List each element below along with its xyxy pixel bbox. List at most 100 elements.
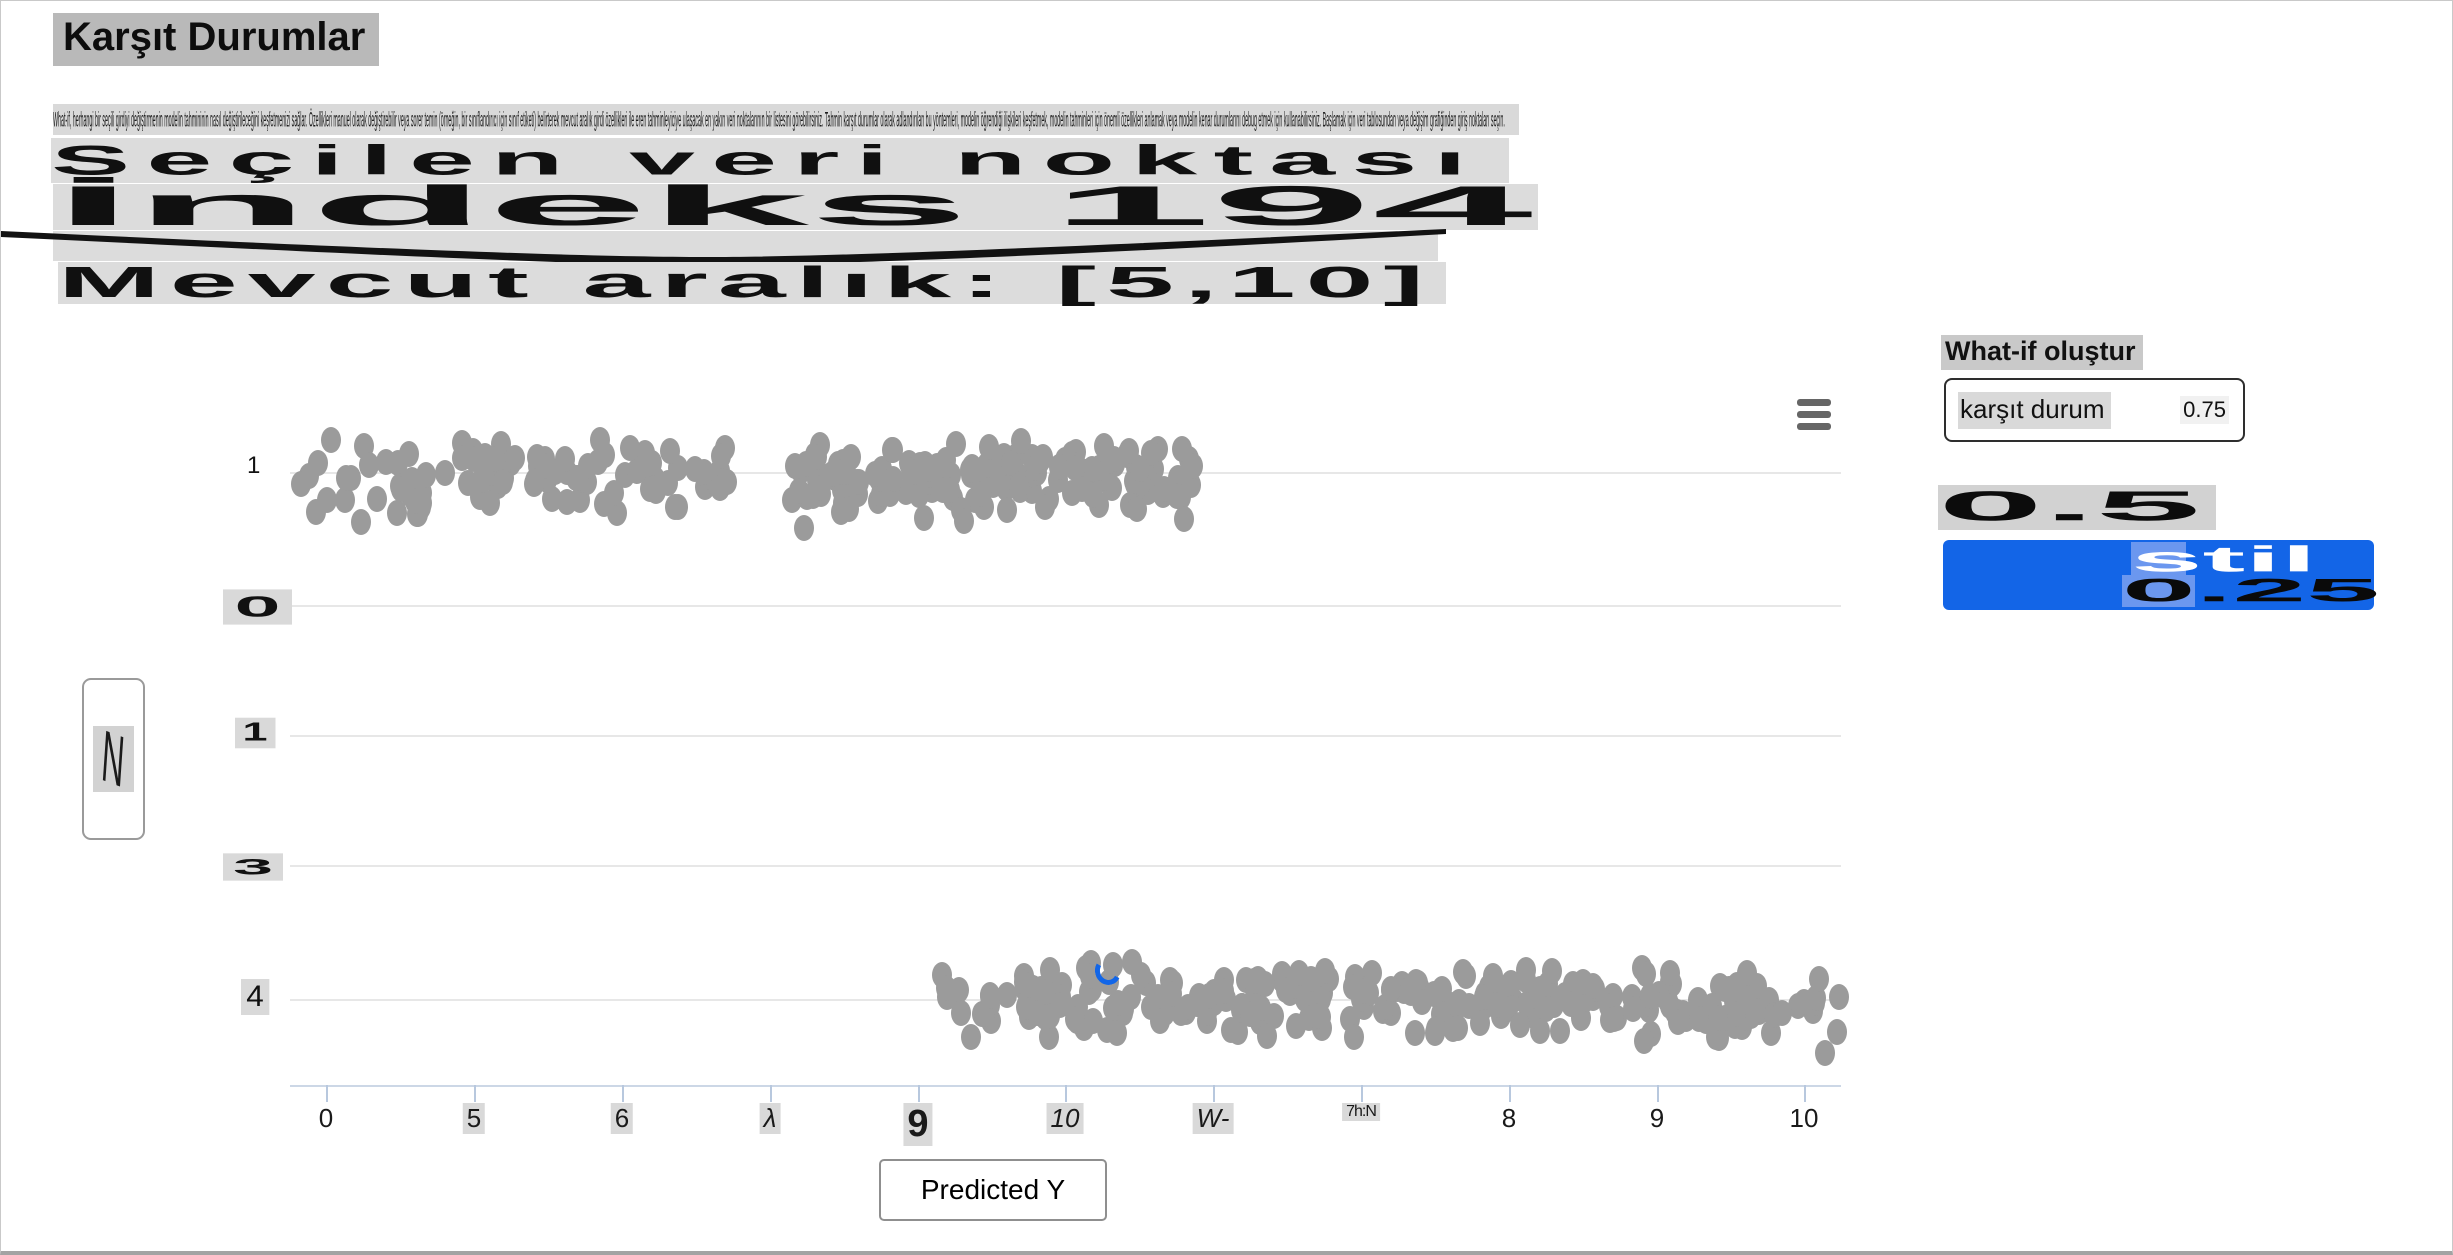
data-point[interactable] xyxy=(1107,990,1128,1017)
data-point[interactable] xyxy=(1010,428,1031,455)
data-point[interactable] xyxy=(1453,958,1474,985)
data-point[interactable] xyxy=(1081,455,1102,482)
data-point[interactable] xyxy=(1352,977,1373,1004)
data-point[interactable] xyxy=(1040,1003,1061,1030)
data-point[interactable] xyxy=(1182,452,1203,479)
data-point[interactable] xyxy=(1256,1023,1277,1050)
data-point[interactable] xyxy=(1529,1017,1550,1044)
data-point[interactable] xyxy=(1639,982,1660,1009)
counterfactual-feature-input[interactable]: karşıt durum 0.75 xyxy=(1944,378,2245,442)
data-point[interactable] xyxy=(366,485,387,512)
predicted-y-axis-button[interactable]: Predicted Y xyxy=(879,1159,1107,1221)
data-point[interactable] xyxy=(1315,958,1336,985)
data-point[interactable] xyxy=(1122,949,1143,976)
data-point[interactable] xyxy=(951,999,972,1026)
data-point[interactable] xyxy=(1667,1008,1688,1035)
data-point[interactable] xyxy=(1406,969,1427,996)
data-point[interactable] xyxy=(1166,482,1187,509)
data-point[interactable] xyxy=(1500,969,1521,996)
data-point[interactable] xyxy=(961,1023,982,1050)
data-point[interactable] xyxy=(1127,495,1148,522)
data-point[interactable] xyxy=(1530,976,1551,1003)
data-point[interactable] xyxy=(1107,1020,1128,1047)
data-point[interactable] xyxy=(658,470,678,497)
data-point[interactable] xyxy=(386,500,407,527)
data-point[interactable] xyxy=(1815,1040,1835,1066)
data-point[interactable] xyxy=(1469,1010,1490,1037)
data-point[interactable] xyxy=(404,487,425,514)
data-point[interactable] xyxy=(1244,968,1265,995)
data-point[interactable] xyxy=(1000,450,1021,477)
data-point[interactable] xyxy=(1809,966,1829,992)
data-point[interactable] xyxy=(1405,1020,1426,1047)
data-point[interactable] xyxy=(1221,1017,1242,1044)
data-point[interactable] xyxy=(1079,962,1100,989)
data-point[interactable] xyxy=(1623,996,1644,1023)
data-point[interactable] xyxy=(1600,1007,1621,1034)
data-point[interactable] xyxy=(1306,1003,1327,1030)
data-point[interactable] xyxy=(864,460,885,487)
data-point[interactable] xyxy=(1016,994,1037,1021)
data-point[interactable] xyxy=(1162,980,1183,1007)
data-point[interactable] xyxy=(660,438,681,465)
data-point[interactable] xyxy=(1118,437,1139,464)
data-point[interactable] xyxy=(830,458,851,485)
data-point[interactable] xyxy=(716,469,737,496)
data-point[interactable] xyxy=(1064,1006,1085,1033)
data-point[interactable] xyxy=(913,504,934,531)
data-point[interactable] xyxy=(1064,455,1085,482)
data-point[interactable] xyxy=(1771,1000,1792,1027)
data-point[interactable] xyxy=(789,477,810,504)
data-point[interactable] xyxy=(710,443,731,470)
data-point[interactable] xyxy=(642,450,663,477)
data-point[interactable] xyxy=(838,495,859,522)
data-point[interactable] xyxy=(358,452,379,479)
data-point[interactable] xyxy=(587,448,608,475)
data-point[interactable] xyxy=(483,445,504,472)
data-point[interactable] xyxy=(1442,1016,1463,1043)
data-point[interactable] xyxy=(1082,482,1103,509)
data-point[interactable] xyxy=(978,434,999,461)
data-point[interactable] xyxy=(479,490,500,517)
data-point[interactable] xyxy=(1794,989,1815,1016)
data-point[interactable] xyxy=(619,434,640,461)
data-point[interactable] xyxy=(335,486,356,513)
data-point[interactable] xyxy=(557,489,578,516)
data-point[interactable] xyxy=(320,426,341,453)
data-point[interactable] xyxy=(1213,977,1234,1004)
data-point[interactable] xyxy=(1633,1028,1654,1055)
data-point[interactable] xyxy=(626,458,647,485)
data-point[interactable] xyxy=(1380,975,1401,1002)
data-point[interactable] xyxy=(1549,1018,1570,1045)
data-point[interactable] xyxy=(544,458,565,485)
data-point[interactable] xyxy=(589,426,610,453)
data-point[interactable] xyxy=(317,487,338,514)
data-point[interactable] xyxy=(954,507,975,534)
data-point[interactable] xyxy=(1636,960,1657,987)
data-point[interactable] xyxy=(594,491,615,518)
data-point[interactable] xyxy=(1688,1005,1709,1032)
data-point[interactable] xyxy=(1250,994,1271,1021)
data-point[interactable] xyxy=(504,444,525,471)
data-point[interactable] xyxy=(1708,1004,1729,1031)
data-point[interactable] xyxy=(492,468,513,495)
data-point[interactable] xyxy=(524,467,545,494)
data-point[interactable] xyxy=(1034,978,1055,1005)
data-point[interactable] xyxy=(1032,443,1053,470)
data-point[interactable] xyxy=(1510,1011,1531,1038)
data-point[interactable] xyxy=(685,456,706,483)
data-point[interactable] xyxy=(291,471,311,497)
data-point[interactable] xyxy=(351,508,371,535)
data-point[interactable] xyxy=(1039,957,1060,984)
data-point[interactable] xyxy=(1583,972,1604,999)
data-point[interactable] xyxy=(1458,993,1479,1020)
data-point[interactable] xyxy=(1008,473,1029,500)
style-button[interactable]: stil 0.25 xyxy=(1943,540,2379,610)
data-point[interactable] xyxy=(969,480,990,507)
chart-context-menu-button[interactable] xyxy=(1797,394,1837,434)
data-point[interactable] xyxy=(996,496,1017,523)
data-point[interactable] xyxy=(568,464,589,491)
y-axis-title-box[interactable]: N xyxy=(82,678,145,840)
data-point[interactable] xyxy=(1659,959,1680,986)
